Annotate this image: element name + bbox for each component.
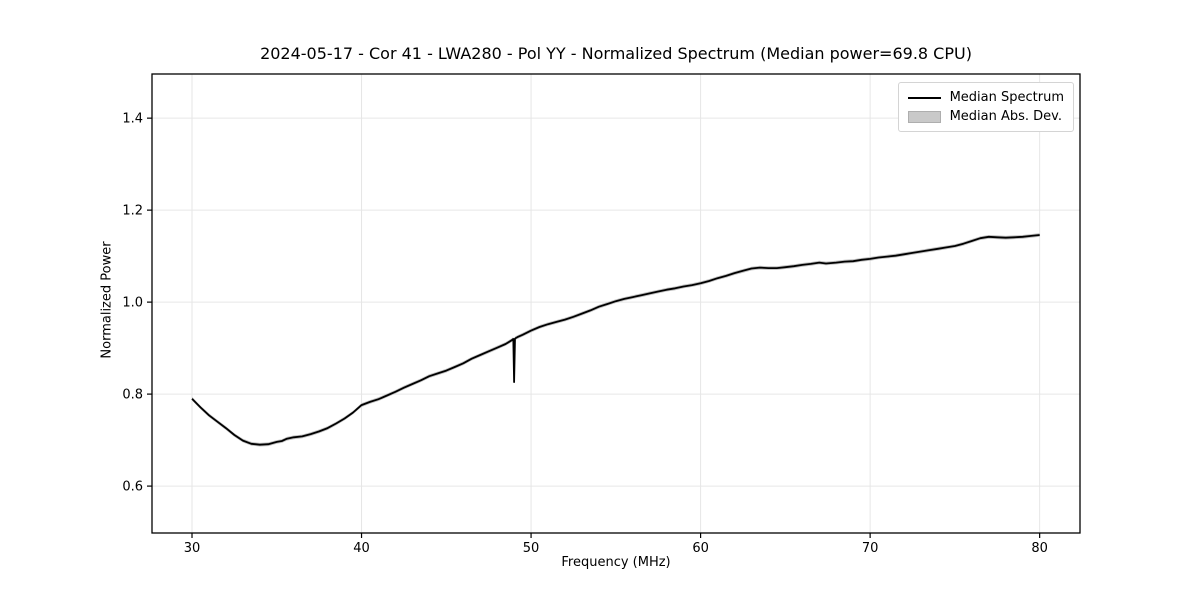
patch-swatch <box>907 110 941 123</box>
legend: Median Spectrum Median Abs. Dev. <box>897 82 1074 132</box>
svg-text:0.8: 0.8 <box>122 388 143 403</box>
plot-box <box>151 73 1081 534</box>
svg-text:60: 60 <box>692 541 709 556</box>
svg-text:0.6: 0.6 <box>122 480 143 495</box>
svg-text:1.4: 1.4 <box>122 112 143 127</box>
legend-label-median-spectrum: Median Spectrum <box>949 89 1064 105</box>
median-spectrum-line <box>191 234 1040 446</box>
svg-text:70: 70 <box>862 541 879 556</box>
svg-text:50: 50 <box>523 541 540 556</box>
svg-text:40: 40 <box>353 541 370 556</box>
x-axis-ticks: 30 40 50 60 70 80 <box>184 533 1048 556</box>
svg-text:30: 30 <box>184 541 201 556</box>
line-swatch <box>907 96 941 99</box>
svg-text:80: 80 <box>1031 541 1048 556</box>
legend-item-median-spectrum: Median Spectrum <box>907 88 1064 107</box>
y-axis-ticks: 0.6 0.8 1.0 1.2 1.4 <box>122 112 152 495</box>
chart-title: 2024-05-17 - Cor 41 - LWA280 - Pol YY - … <box>260 44 972 63</box>
x-axis-label: Frequency (MHz) <box>561 555 671 570</box>
y-axis-label: Normalized Power <box>99 241 115 359</box>
mad-band <box>192 233 1040 447</box>
legend-label-median-abs-dev: Median Abs. Dev. <box>949 108 1063 124</box>
legend-item-median-abs-dev: Median Abs. Dev. <box>907 107 1064 126</box>
svg-text:1.2: 1.2 <box>122 204 143 219</box>
gridlines <box>152 74 1080 533</box>
svg-text:1.0: 1.0 <box>122 296 143 311</box>
